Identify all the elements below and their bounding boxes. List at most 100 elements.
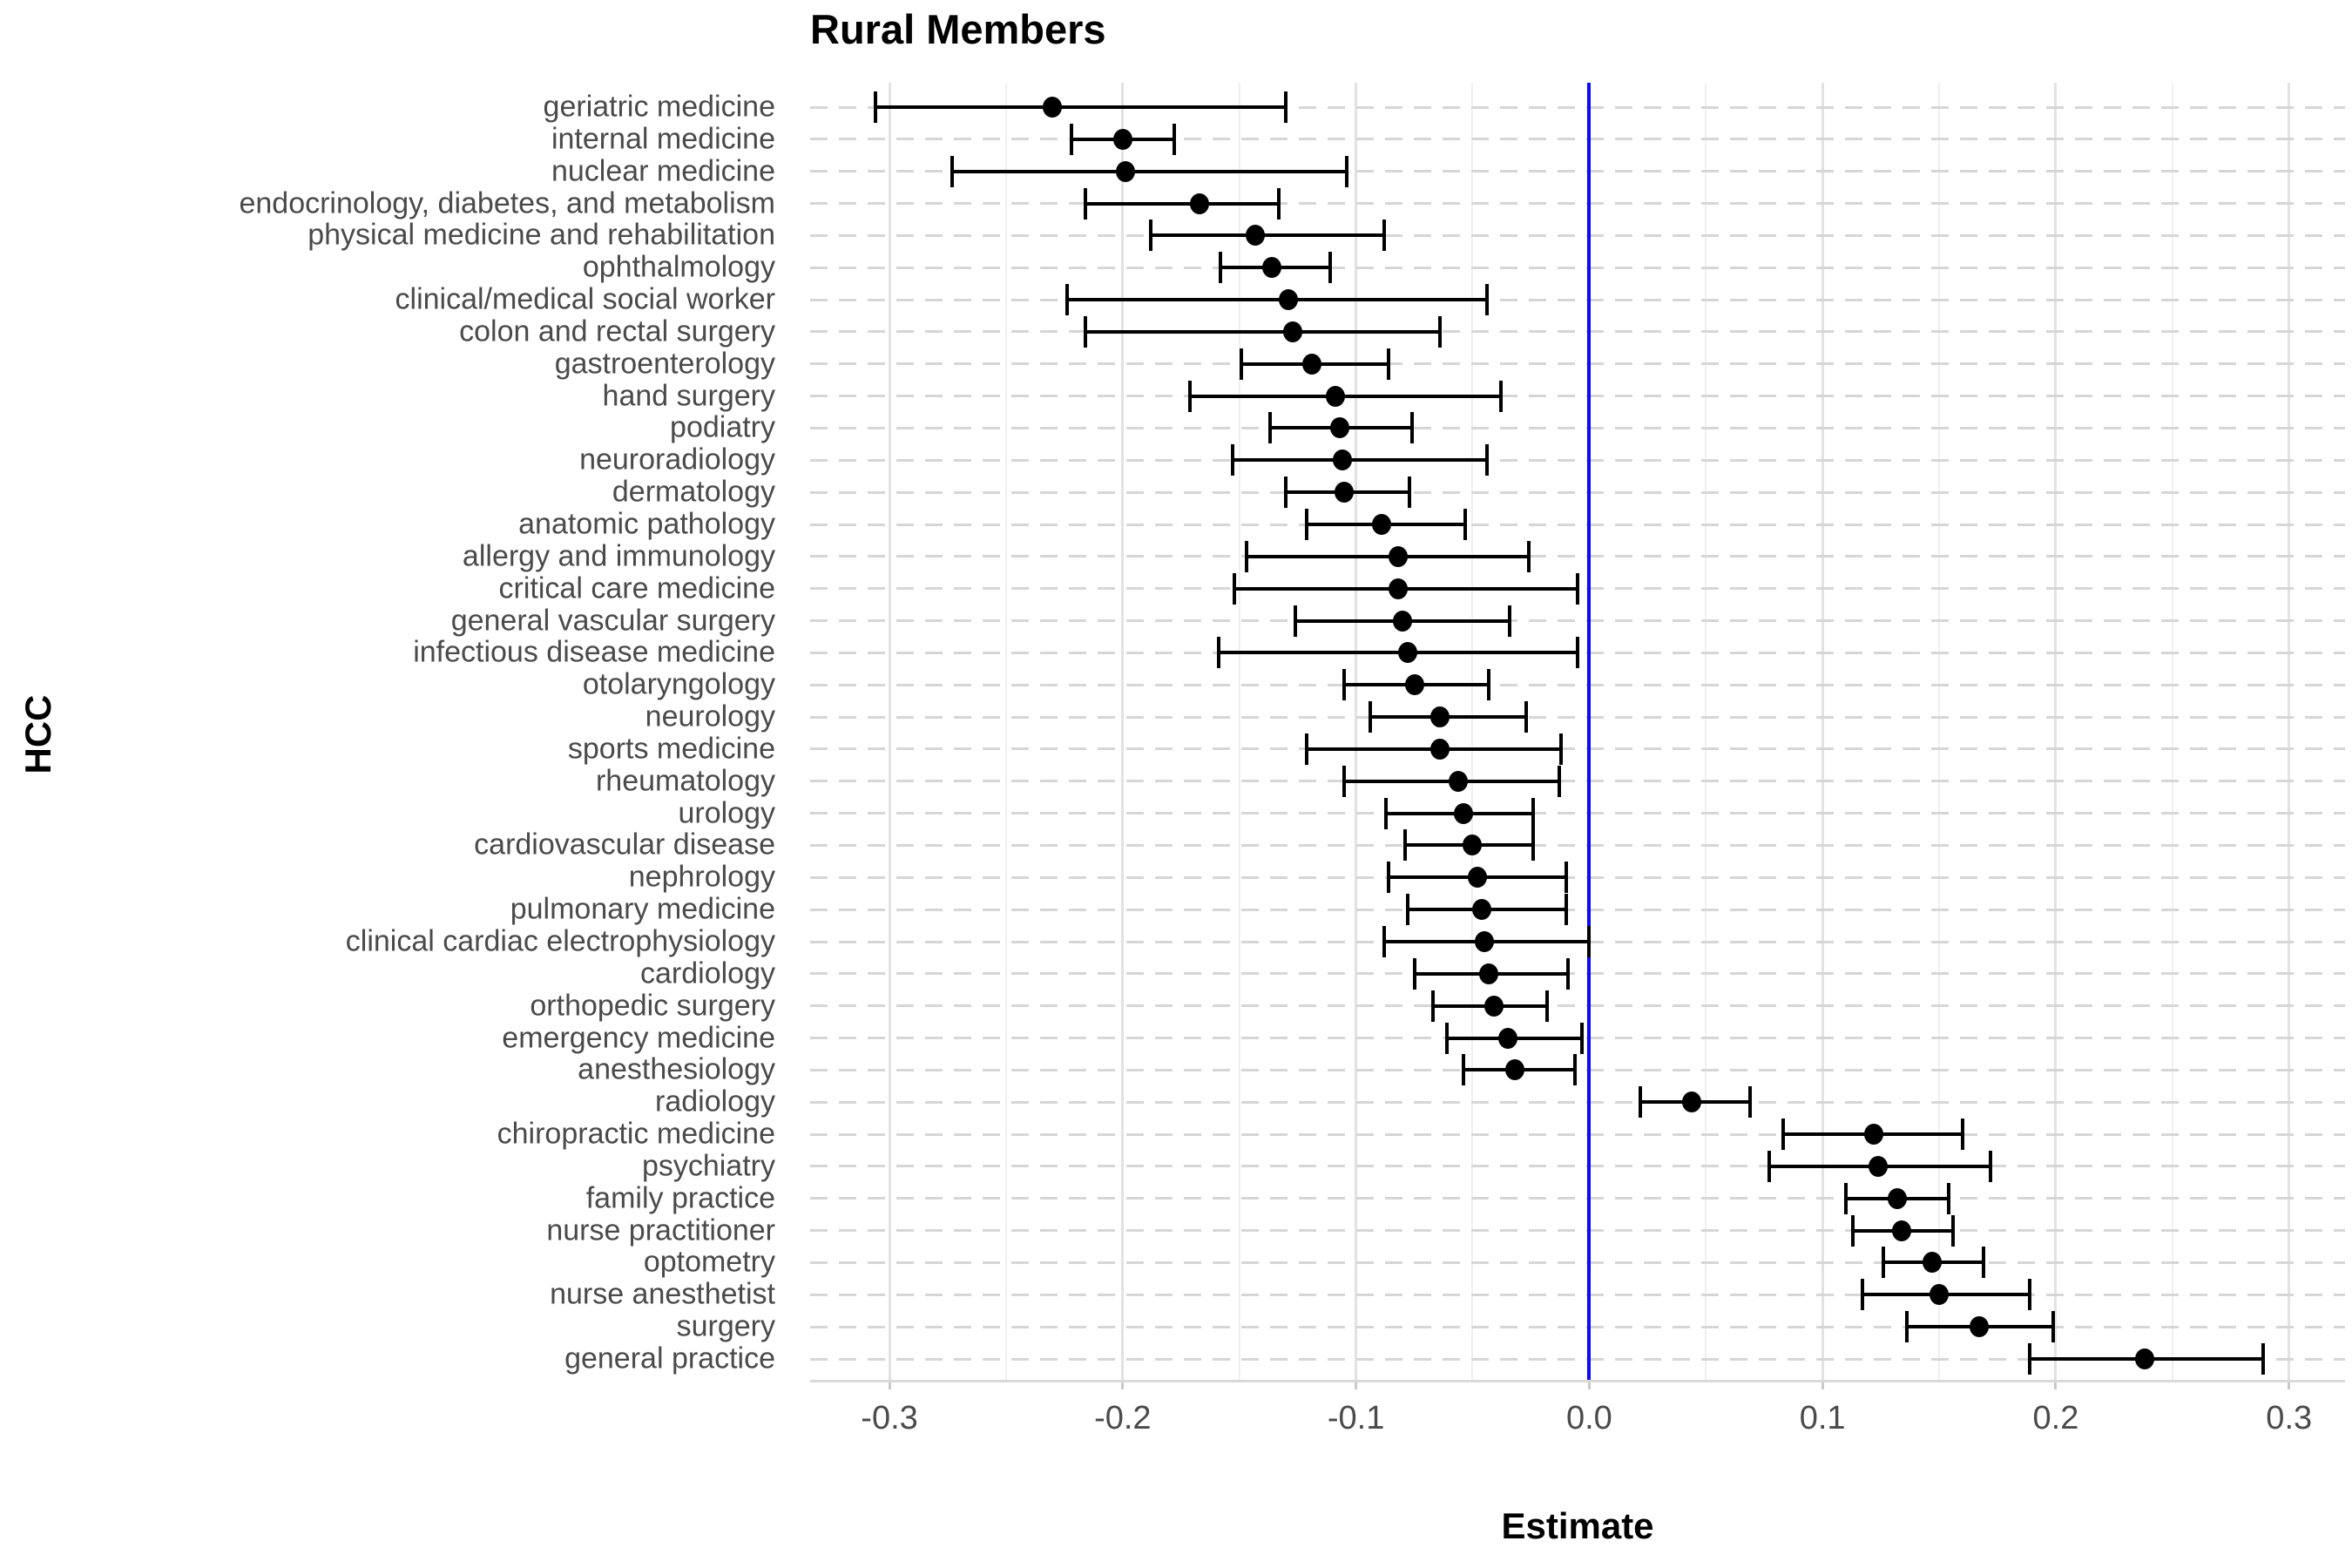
ci-upper-cap xyxy=(1587,926,1592,957)
row-label: dermatology xyxy=(612,475,775,509)
ci-upper-cap xyxy=(1484,284,1489,316)
ci-lower-cap xyxy=(1342,765,1347,797)
point-estimate xyxy=(1497,1027,1517,1049)
row-label: allergy and immunology xyxy=(462,539,775,573)
ci-lower-cap xyxy=(1083,315,1087,348)
ci-lower-cap xyxy=(1382,926,1386,957)
ci-upper-cap xyxy=(1988,1150,1992,1182)
gridline-minor xyxy=(1938,83,1941,1381)
row-label: endocrinology, diabetes, and metabolism xyxy=(239,186,775,220)
plot-panel: -0.3 -0.2 -0.1 0.0 0.1 0.2 0.3 xyxy=(810,83,2345,1436)
row-label: psychiatry xyxy=(641,1149,775,1183)
ci-upper-cap xyxy=(1284,91,1288,123)
gridline-major xyxy=(1121,83,1125,1381)
gridline-minor xyxy=(1238,83,1240,1381)
row-label: nephrology xyxy=(628,860,775,894)
row-gridline xyxy=(810,330,2345,334)
ci-upper-cap xyxy=(1960,1119,1964,1151)
ci-upper-cap xyxy=(1580,1022,1585,1054)
ci-upper-cap xyxy=(1566,957,1571,990)
ci-lower-cap xyxy=(1881,1247,1885,1279)
row-gridline xyxy=(810,1004,2345,1008)
row-gridline xyxy=(810,715,2345,719)
row-label: radiology xyxy=(655,1085,775,1119)
ci-upper-cap xyxy=(1951,1214,1956,1247)
ci-upper-cap xyxy=(1344,155,1348,187)
point-estimate xyxy=(1472,899,1492,921)
row-gridline xyxy=(810,1165,2345,1168)
row-label: physical medicine and rehabilitation xyxy=(308,218,775,252)
row-gridline xyxy=(810,619,2345,623)
row-gridline xyxy=(810,1260,2345,1264)
point-estimate xyxy=(1479,963,1499,984)
row-gridline xyxy=(810,1357,2345,1361)
row-gridline xyxy=(810,1229,2345,1233)
error-bar xyxy=(1232,458,1487,463)
error-bar xyxy=(1085,329,1440,334)
ci-upper-cap xyxy=(1387,348,1391,380)
row-gridline xyxy=(810,1325,2345,1328)
point-estimate xyxy=(1043,97,1063,118)
error-bar xyxy=(1085,201,1280,206)
ci-lower-cap xyxy=(1412,957,1416,990)
point-estimate xyxy=(1325,385,1345,407)
row-label: cardiovascular disease xyxy=(474,828,775,862)
ci-lower-cap xyxy=(873,91,877,123)
row-label: optometry xyxy=(643,1245,775,1279)
ci-upper-cap xyxy=(1463,509,1468,540)
row-label: neurology xyxy=(645,700,775,733)
ci-lower-cap xyxy=(1216,637,1220,669)
y-axis-labels: geriatric medicine internal medicine nucle… xyxy=(0,83,793,1381)
gridline-major xyxy=(888,83,891,1381)
ci-upper-cap xyxy=(1409,412,1414,444)
ci-upper-cap xyxy=(1328,252,1333,284)
row-gridline xyxy=(810,458,2345,462)
row-gridline xyxy=(810,523,2345,526)
row-gridline xyxy=(810,490,2345,494)
ci-lower-cap xyxy=(1240,348,1244,380)
ci-upper-cap xyxy=(1524,701,1529,733)
ci-upper-cap xyxy=(1508,605,1512,637)
ci-lower-cap xyxy=(1402,829,1407,862)
row-label: general practice xyxy=(564,1342,775,1375)
point-estimate xyxy=(1397,642,1417,664)
ci-upper-cap xyxy=(1487,669,1491,701)
ci-lower-cap xyxy=(1860,1279,1864,1311)
error-bar xyxy=(1066,298,1487,302)
point-estimate xyxy=(1278,289,1298,311)
ci-upper-cap xyxy=(1531,829,1536,862)
x-tick-label: -0.3 xyxy=(861,1400,918,1436)
ci-upper-cap xyxy=(2028,1279,2032,1311)
error-bar xyxy=(875,105,1287,109)
x-tick-label: 0.0 xyxy=(1565,1400,1612,1436)
ci-lower-cap xyxy=(1430,990,1435,1022)
ci-lower-cap xyxy=(950,155,955,187)
ci-upper-cap xyxy=(1557,765,1561,797)
ci-lower-cap xyxy=(1904,1311,1909,1343)
ci-upper-cap xyxy=(1559,733,1564,765)
ci-upper-cap xyxy=(1545,990,1550,1022)
point-estimate xyxy=(1393,610,1413,632)
row-label: hand surgery xyxy=(602,379,775,413)
point-estimate xyxy=(1930,1284,1950,1306)
ci-upper-cap xyxy=(2261,1343,2266,1375)
ci-upper-cap xyxy=(2051,1311,2056,1343)
row-label: emergency medicine xyxy=(502,1021,775,1055)
row-label: critical care medicine xyxy=(498,571,775,605)
point-estimate xyxy=(1112,128,1132,150)
point-estimate xyxy=(1892,1220,1912,1241)
row-gridline xyxy=(810,1100,2345,1104)
ci-lower-cap xyxy=(1244,540,1248,572)
ci-lower-cap xyxy=(1850,1214,1855,1247)
row-gridline xyxy=(810,1293,2345,1296)
ci-upper-cap xyxy=(1438,315,1442,348)
row-gridline xyxy=(810,908,2345,911)
ci-lower-cap xyxy=(1148,220,1152,252)
point-estimate xyxy=(1335,482,1355,504)
row-label: internal medicine xyxy=(551,122,775,156)
gridline-major xyxy=(2054,83,2058,1381)
row-label: otolaryngology xyxy=(582,667,775,701)
row-label: general vascular surgery xyxy=(450,604,775,638)
ci-lower-cap xyxy=(1064,284,1069,316)
